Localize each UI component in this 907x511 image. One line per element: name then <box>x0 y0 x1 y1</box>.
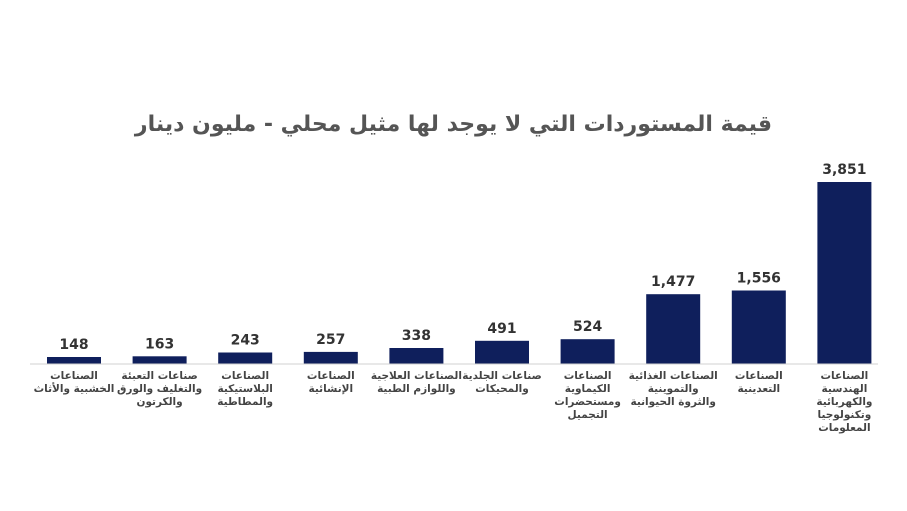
bar-4 <box>303 351 358 364</box>
category-label-4: الصناعات الإنشائية <box>306 370 355 395</box>
value-label-10: 3,851 <box>822 162 866 178</box>
bar-6 <box>475 340 529 364</box>
category-label-7: الصناعات الكيماوية ومستحضرات التجميل <box>554 370 621 421</box>
value-label-6: 491 <box>487 321 516 337</box>
value-label-7: 524 <box>573 319 602 335</box>
bar-5 <box>389 348 444 364</box>
bar-7 <box>560 339 615 364</box>
category-label-1: الصناعات الخشبية والأثاث <box>33 370 115 395</box>
bar-2 <box>132 356 187 364</box>
category-label-9: الصناعات التعدينية <box>734 370 783 395</box>
bars-group <box>47 182 872 364</box>
chart-title: قيمة المستوردات التي لا يوجد لها مثيل مح… <box>134 112 773 137</box>
bar-1 <box>47 357 101 364</box>
value-labels-group: 148 163 243 257 338 491 524 1,477 1,556 3,851 <box>59 162 866 353</box>
value-label-2: 163 <box>145 336 174 352</box>
value-label-1: 148 <box>59 337 88 353</box>
bar-10 <box>817 182 872 364</box>
value-label-4: 257 <box>316 332 345 348</box>
value-label-5: 338 <box>402 328 431 344</box>
bar-3 <box>218 352 273 364</box>
category-label-2: صناعات التعبئة والتغليف والورق والكرتون <box>117 370 203 408</box>
category-label-10: الصناعات الهندسية والكهربائية وتكنولوجيا… <box>816 370 873 434</box>
value-label-9: 1,556 <box>737 271 781 287</box>
bar-8 <box>646 294 701 364</box>
category-label-8: الصناعات الغذائية والتموينية والثروة الح… <box>628 370 718 408</box>
category-label-5: الصناعات العلاجية واللوازم الطبية <box>370 370 462 395</box>
value-label-8: 1,477 <box>651 274 695 290</box>
category-label-3: الصناعات البلاستيكية والمطاطية <box>217 370 274 408</box>
bar-9 <box>731 290 786 364</box>
category-label-6: صناعات الجلدية والمحيكات <box>462 370 542 395</box>
value-label-3: 243 <box>231 333 260 349</box>
